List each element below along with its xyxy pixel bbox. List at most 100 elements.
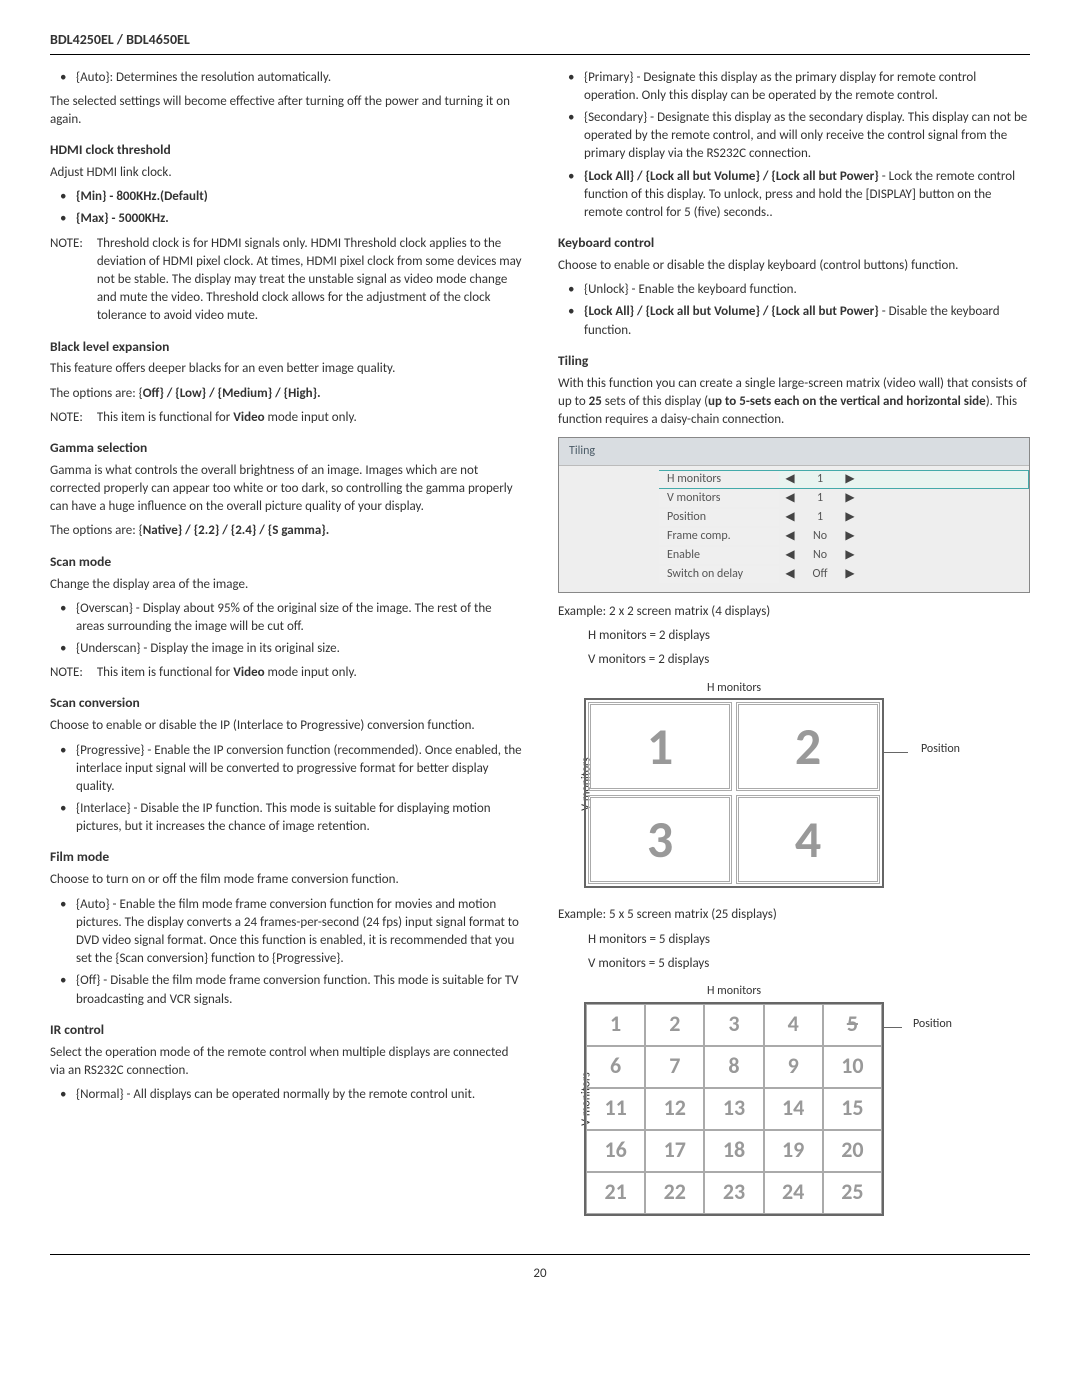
matrix-cell: 25: [823, 1172, 882, 1214]
tiling-row[interactable]: Frame comp. ◀ No ▶: [659, 527, 1029, 546]
matrix-cell: 13: [704, 1088, 763, 1130]
matrix-2x2-wrap: H monitors V monitors 1 2 3 4 Position: [578, 680, 1030, 889]
right-arrow-icon[interactable]: ▶: [839, 566, 861, 583]
position-label: Position: [913, 1016, 952, 1033]
tiling-osd: Tiling H monitors ◀ 1 ▶ V monitors ◀ 1 ▶: [558, 437, 1030, 593]
ex5-h: H monitors = 5 displays: [588, 931, 1030, 949]
content-columns: {Auto}: Determines the resolution automa…: [50, 69, 1030, 1234]
interlace-item: {Interlace} - Disable the IP function. T…: [54, 800, 522, 836]
black-note: NOTE: This item is functional for Video …: [50, 409, 522, 427]
matrix-cell: 18: [704, 1130, 763, 1172]
kbd-lock-item: {Lock All} / {Lock all but Volume} / {Lo…: [562, 303, 1030, 339]
scanconv-title: Scan conversion: [50, 694, 522, 713]
ir-list: {Normal} - All displays can be operated …: [50, 1086, 522, 1104]
hdmi-text: Adjust HDMI link clock.: [50, 164, 522, 182]
hdmi-list: {Min} - 800KHz.(Default) {Max} - 5000KHz…: [50, 188, 522, 228]
matrix-cell: 4: [764, 1004, 823, 1046]
ex2-v: V monitors = 2 displays: [588, 651, 1030, 669]
gamma-body: Gamma is what controls the overall brigh…: [50, 462, 522, 517]
matrix-cell: 17: [645, 1130, 704, 1172]
matrix-cell: 7: [645, 1046, 704, 1088]
note-body: Threshold clock is for HDMI signals only…: [97, 235, 522, 326]
left-arrow-icon[interactable]: ◀: [779, 547, 801, 564]
ex2-h: H monitors = 2 displays: [588, 627, 1030, 645]
left-column: {Auto}: Determines the resolution automa…: [50, 69, 522, 1234]
ir-normal-item: {Normal} - All displays can be operated …: [54, 1086, 522, 1104]
matrix-cell: 16: [586, 1130, 645, 1172]
tiling-row[interactable]: Position ◀ 1 ▶: [659, 508, 1029, 527]
scanmode-list: {Overscan} - Display about 95% of the or…: [50, 600, 522, 659]
left-arrow-icon[interactable]: ◀: [779, 471, 801, 488]
matrix-cell: 15: [823, 1088, 882, 1130]
note-label: NOTE:: [50, 235, 83, 326]
matrix-cell: 8: [704, 1046, 763, 1088]
film-body: Choose to turn on or off the film mode f…: [50, 871, 522, 889]
matrix-2x2: 1 2 3 4 Position: [584, 698, 884, 888]
matrix-cell: 1: [588, 702, 732, 791]
underscan-item: {Underscan} - Display the image in its o…: [54, 640, 522, 658]
hdmi-min: {Min} - 800KHz.(Default): [54, 188, 522, 206]
progressive-item: {Progressive} - Enable the IP conversion…: [54, 742, 522, 797]
film-off-item: {Off} - Disable the film mode frame conv…: [54, 972, 522, 1008]
right-arrow-icon[interactable]: ▶: [839, 547, 861, 564]
matrix-cell: 1: [586, 1004, 645, 1046]
kbd-unlock-item: {Unlock} - Enable the keyboard function.: [562, 281, 1030, 299]
black-body1: This feature offers deeper blacks for an…: [50, 360, 522, 378]
right-arrow-icon[interactable]: ▶: [839, 509, 861, 526]
page-header: BDL4250EL / BDL4650EL: [50, 30, 1030, 55]
tiling-row[interactable]: Switch on delay ◀ Off ▶: [659, 565, 1029, 584]
matrix-cell: 20: [823, 1130, 882, 1172]
matrix-cell: 23: [704, 1172, 763, 1214]
film-title: Film mode: [50, 848, 522, 867]
matrix-cell: 3: [588, 795, 732, 884]
tiling-row[interactable]: Enable ◀ No ▶: [659, 546, 1029, 565]
matrix-cell: 24: [764, 1172, 823, 1214]
gamma-title: Gamma selection: [50, 439, 522, 458]
right-column: {Primary} - Designate this display as th…: [558, 69, 1030, 1234]
kbd-title: Keyboard control: [558, 234, 1030, 253]
tiling-row[interactable]: H monitors ◀ 1 ▶: [659, 470, 1029, 489]
right-arrow-icon[interactable]: ▶: [839, 471, 861, 488]
ir-primary-item: {Primary} - Designate this display as th…: [562, 69, 1030, 105]
black-body2: The options are: {Off} / {Low} / {Medium…: [50, 385, 522, 403]
matrix-cell: 2: [736, 702, 880, 791]
model-title: BDL4250EL / BDL4650EL: [50, 31, 190, 48]
ir-lock-item: {Lock All} / {Lock all but Volume} / {Lo…: [562, 168, 1030, 223]
tiling-row[interactable]: V monitors ◀ 1 ▶: [659, 489, 1029, 508]
matrix-5x5-wrap: H monitors V monitors Position 123456789…: [578, 983, 1030, 1216]
matrix-cell: 4: [736, 795, 880, 884]
ir-secondary-item: {Secondary} - Designate this display as …: [562, 109, 1030, 164]
left-arrow-icon[interactable]: ◀: [779, 509, 801, 526]
hdmi-max-text: {Max} - 5000KHz.: [76, 211, 169, 226]
tiling-rows: H monitors ◀ 1 ▶ V monitors ◀ 1 ▶ Positi…: [659, 470, 1029, 584]
matrix-cell: 9: [764, 1046, 823, 1088]
auto-list: {Auto}: Determines the resolution automa…: [50, 69, 522, 87]
matrix-cell: 14: [764, 1088, 823, 1130]
scanconv-body: Choose to enable or disable the IP (Inte…: [50, 717, 522, 735]
left-arrow-icon[interactable]: ◀: [779, 528, 801, 545]
left-arrow-icon[interactable]: ◀: [779, 566, 801, 583]
kbd-list: {Unlock} - Enable the keyboard function.…: [558, 281, 1030, 340]
right-arrow-icon[interactable]: ▶: [839, 490, 861, 507]
ex2-title: Example: 2 x 2 screen matrix (4 displays…: [558, 603, 1030, 621]
h-monitors-label: H monitors: [578, 983, 890, 1000]
tiling-osd-title: Tiling: [559, 438, 1029, 466]
scan-note: NOTE: This item is functional for Video …: [50, 664, 522, 682]
scanconv-list: {Progressive} - Enable the IP conversion…: [50, 742, 522, 837]
matrix-cell: 11: [586, 1088, 645, 1130]
black-title: Black level expansion: [50, 338, 522, 357]
scanmode-body: Change the display area of the image.: [50, 576, 522, 594]
position-label: Position: [921, 741, 960, 758]
right-arrow-icon[interactable]: ▶: [839, 528, 861, 545]
tiling-osd-body: H monitors ◀ 1 ▶ V monitors ◀ 1 ▶ Positi…: [559, 466, 1029, 592]
matrix-5x5: Position 1234567891011121314151617181920…: [584, 1002, 884, 1216]
auto-note: The selected settings will become effect…: [50, 93, 522, 129]
left-arrow-icon[interactable]: ◀: [779, 490, 801, 507]
hdmi-note: NOTE: Threshold clock is for HDMI signal…: [50, 235, 522, 326]
matrix-cell: 21: [586, 1172, 645, 1214]
matrix-cell: 10: [823, 1046, 882, 1088]
hdmi-min-text: {Min} - 800KHz.(Default): [76, 189, 208, 204]
ir-title: IR control: [50, 1021, 522, 1040]
matrix-cell: 22: [645, 1172, 704, 1214]
matrix-cell: 5: [823, 1004, 882, 1046]
